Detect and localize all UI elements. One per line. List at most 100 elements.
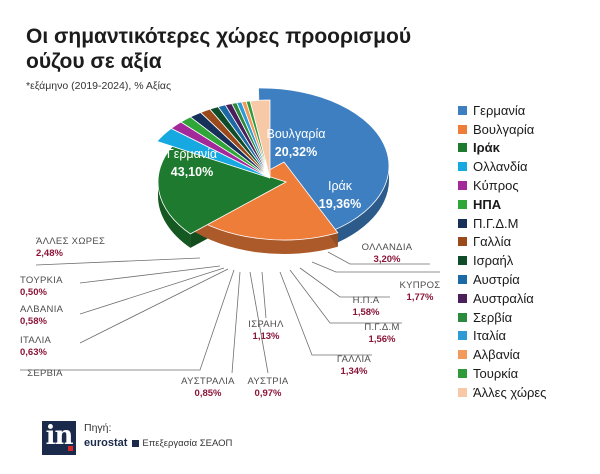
callout-value: 0,85% — [195, 388, 222, 399]
callout-name: ΑΛΒΑΝΙΑ — [20, 304, 64, 315]
brand-logo: in — [42, 421, 76, 455]
legend-item: Ιταλία — [458, 327, 598, 346]
legend-swatch — [458, 143, 467, 153]
callout-leader — [79, 267, 225, 315]
chart-subtitle: *εξάμηνο (2019-2024), % Αξίας — [26, 80, 172, 92]
legend-swatch — [458, 256, 467, 266]
legend-swatch — [458, 124, 467, 134]
legend-swatch — [458, 293, 467, 303]
pie-slice-side — [188, 213, 338, 254]
callout-value: 2,48% — [36, 248, 63, 259]
legend-label: Γαλλία — [473, 234, 512, 250]
legend-label: Ιταλία — [473, 328, 506, 344]
legend-swatch — [458, 199, 467, 209]
callout-name: ΑΥΣΤΡΑΛΙΑ — [181, 376, 235, 387]
callout-leader — [261, 271, 267, 319]
legend-swatch — [458, 312, 467, 322]
legend-swatch — [458, 218, 467, 228]
callout-value: 0,97% — [255, 388, 282, 399]
legend-item: Ολλανδία — [458, 157, 598, 176]
legend-item: Αυστρία — [458, 270, 598, 289]
callout-leader — [231, 271, 241, 374]
legend-swatch — [458, 350, 467, 360]
legend-label: Αυστραλία — [473, 290, 534, 306]
callout-name: ΣΕΡΒΙΑ — [27, 368, 63, 379]
callout-leader — [289, 269, 402, 324]
callout-value: 0,63% — [20, 347, 47, 358]
legend-item: Αλβανία — [458, 345, 598, 364]
chart-title: Οι σημαντικότερες χώρες προορισμού ούζου… — [26, 25, 412, 73]
legend-item: Γαλλία — [458, 233, 598, 252]
inside-label-name: Γερμανία — [167, 147, 217, 161]
legend-swatch — [458, 237, 467, 247]
legend-label: Σερβία — [473, 309, 513, 325]
inside-label-value: 43,10% — [171, 165, 213, 179]
legend-label: Γερμανία — [473, 102, 526, 118]
source-square-icon — [132, 439, 140, 447]
callout-name: ΆΛΛΕΣ ΧΩΡΕΣ — [36, 236, 105, 247]
callout-leader — [327, 251, 430, 265]
source-processing: Επεξεργασία ΣΕΑΟΠ — [142, 437, 233, 449]
legend-label: Ιράκ — [473, 140, 500, 156]
callout-leader — [79, 268, 229, 344]
legend-item: Γερμανία — [458, 101, 598, 120]
callout-name: ΙΤΑΛΙΑ — [20, 335, 52, 346]
legend-label: Ισραήλ — [473, 253, 514, 269]
callout-name: ΓΑΛΛΙΑ — [337, 354, 372, 365]
inside-label-name: Βουλγαρία — [267, 127, 326, 141]
legend-swatch — [458, 162, 467, 172]
callout-leader — [299, 267, 390, 298]
callout-value: 1,34% — [341, 366, 368, 377]
legend-item: Βουλγαρία — [458, 120, 598, 139]
pie-chart: Γερμανία 43,10% Βουλγαρία 20,32% Ιράκ 19,36% Ο… — [20, 87, 441, 399]
legend-swatch — [458, 369, 467, 379]
callout-leader — [20, 269, 235, 371]
callout-name: ΙΣΡΑΗΛ — [248, 319, 284, 330]
legend-item: Ιράκ — [458, 139, 598, 158]
callout-name: ΚΥΠΡΟΣ — [400, 280, 441, 291]
callout-leader — [279, 271, 372, 356]
callout-leader — [35, 257, 201, 266]
legend-label: Βουλγαρία — [473, 121, 535, 137]
callout-value: 1,77% — [407, 292, 434, 303]
source-org: eurostat — [84, 437, 128, 449]
legend-swatch — [458, 181, 467, 191]
legend-item: Τουρκία — [458, 364, 598, 383]
legend-item: ΗΠΑ — [458, 195, 598, 214]
legend-item: Κύπρος — [458, 176, 598, 195]
callout-value: 1,13% — [253, 331, 280, 342]
chart-legend: Γερμανία Βουλγαρία Ιράκ Ολλανδία Κύπρος ΗΠΑ Π.… — [458, 101, 598, 402]
callout-name: Η.Π.Α — [353, 295, 380, 306]
legend-label: ΗΠΑ — [473, 196, 502, 212]
legend-label: Αυστρία — [473, 272, 520, 288]
legend-swatch — [458, 331, 467, 341]
inside-label-value: 20,32% — [275, 145, 317, 159]
source-label: Πηγή: — [84, 422, 112, 434]
callout-value: 0,58% — [20, 316, 47, 327]
callout-value: 3,20% — [374, 254, 401, 265]
legend-label: Αλβανία — [473, 347, 521, 363]
brand-logo-dot — [68, 446, 73, 451]
pie-slice-16 — [249, 99, 271, 179]
callout-name: ΟΛΛΑΝΔΙΑ — [362, 242, 413, 253]
legend-label: Π.Γ.Δ.Μ — [473, 215, 519, 231]
legend-label: Άλλες χώρες — [473, 384, 547, 400]
inside-label-value: 19,36% — [319, 197, 361, 211]
inside-label-name: Ιράκ — [328, 179, 353, 193]
legend-swatch — [458, 275, 467, 285]
legend-item: Π.Γ.Δ.Μ — [458, 214, 598, 233]
legend-swatch — [458, 387, 467, 397]
callout-leader — [311, 261, 440, 273]
callout-value: 1,56% — [369, 334, 396, 345]
pie-slice-3 — [157, 144, 288, 235]
callout-name: ΤΟΥΡΚΙΑ — [20, 275, 63, 286]
pie-slice-side — [158, 182, 191, 248]
legend-item: Ισραήλ — [458, 251, 598, 270]
legend-swatch — [458, 105, 467, 115]
legend-label: Ολλανδία — [473, 159, 528, 175]
legend-item: Άλλες χώρες — [458, 383, 598, 402]
callout-name: Π.Γ.Δ.Μ — [364, 322, 399, 333]
legend-item: Αυστραλία — [458, 289, 598, 308]
legend-label: Τουρκία — [473, 366, 519, 382]
callout-name: ΑΥΣΤΡΙΑ — [247, 376, 288, 387]
